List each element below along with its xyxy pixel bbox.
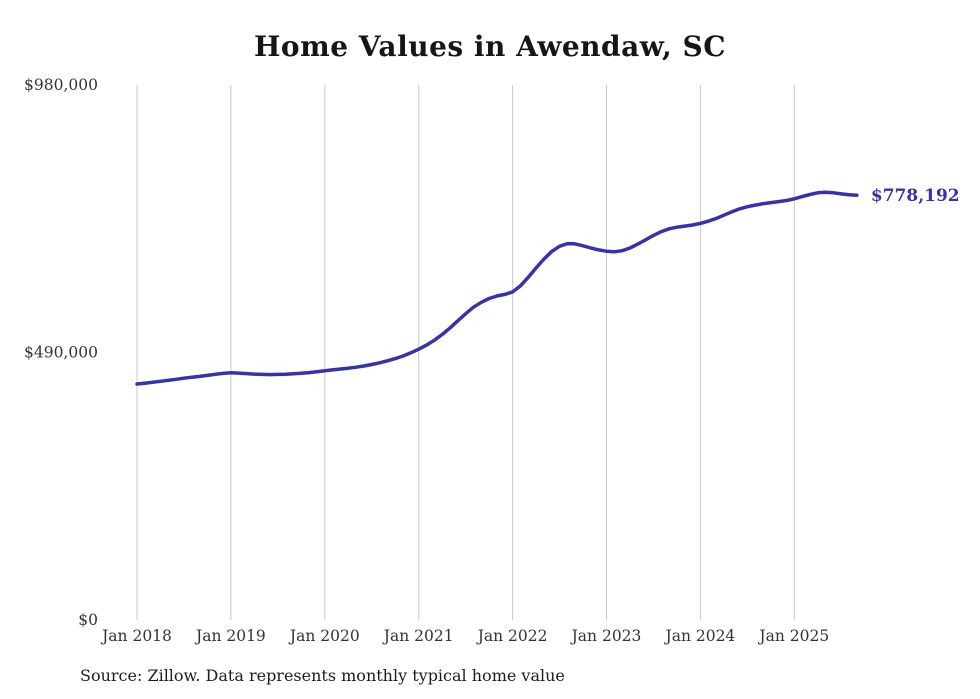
x-tick-label: Jan 2022	[476, 627, 548, 645]
x-tick-label: Jan 2024	[663, 627, 735, 645]
y-tick-label: $490,000	[24, 344, 98, 362]
source-note: Source: Zillow. Data represents monthly …	[80, 666, 565, 685]
x-tick-label: Jan 2023	[570, 627, 642, 645]
chart-title: Home Values in Awendaw, SC	[253, 30, 727, 63]
x-tick-label: Jan 2021	[382, 627, 454, 645]
latest-value-label: $778,192	[871, 186, 960, 206]
x-tick-label: Jan 2025	[757, 627, 829, 645]
x-tick-label: Jan 2018	[100, 627, 172, 645]
y-tick-label: $0	[78, 611, 98, 629]
x-tick-label: Jan 2019	[194, 627, 266, 645]
home-value-line	[135, 190, 859, 386]
x-tick-label: Jan 2020	[288, 627, 360, 645]
y-tick-label: $980,000	[24, 76, 98, 94]
